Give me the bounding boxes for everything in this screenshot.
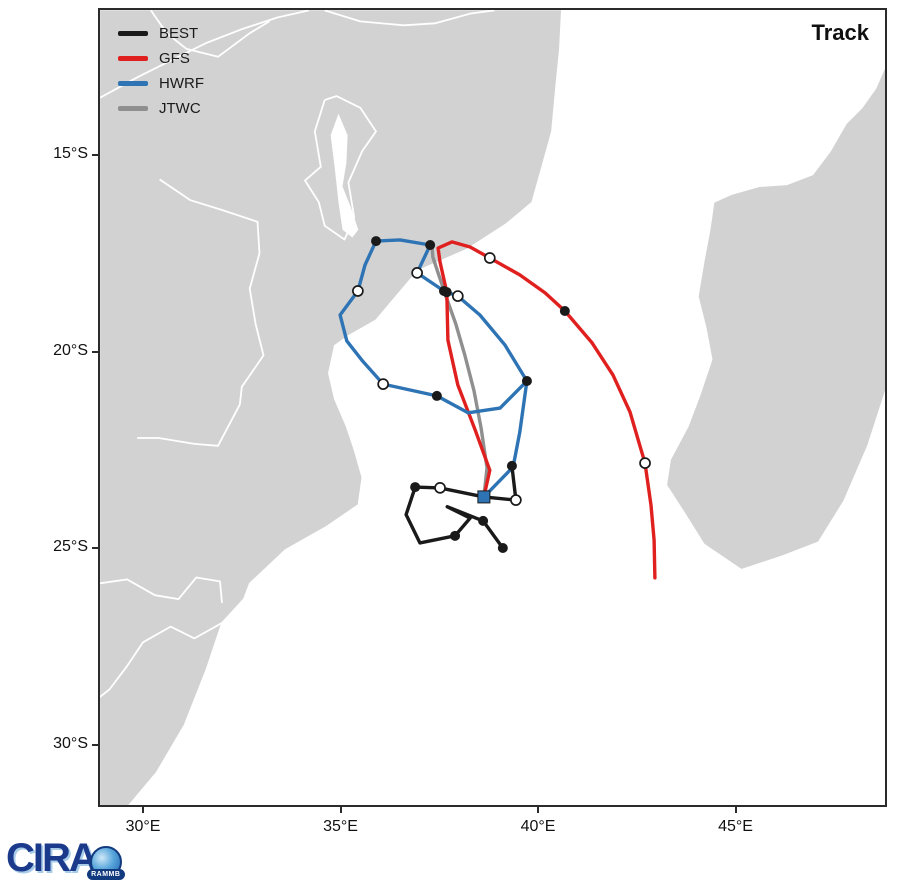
x-tick-mark [734, 807, 737, 813]
border-zimbabwe-mozambique [137, 178, 265, 447]
legend-swatch-jtwc [118, 106, 148, 111]
x-tick-label: 30°E [125, 818, 161, 835]
border-limpopo [100, 576, 223, 604]
x-tick-label: 40°E [520, 818, 556, 835]
cira-logo: CIRA RAMMB [6, 836, 125, 880]
y-tick-label: 15°S [53, 145, 88, 162]
marker-filled-best [478, 515, 489, 526]
legend-item-best: BEST [118, 24, 204, 43]
x-tick-mark [142, 807, 144, 813]
track-map [100, 10, 885, 805]
marker-filled-hwrf [425, 239, 436, 250]
marker-open-hwrf [352, 285, 364, 297]
cira-logo-text: CIRA [6, 836, 98, 880]
border-south-africa [100, 619, 227, 699]
marker-open-best [510, 494, 522, 506]
marker-open-gfs [483, 252, 496, 264]
legend-item-hwrf: HWRF [118, 74, 204, 93]
marker-open-gfs [639, 457, 651, 469]
y-tick-label: 20°S [53, 341, 88, 359]
map-plot-area: BEST GFS HWRF JTWC Track [100, 10, 885, 805]
legend: BEST GFS HWRF JTWC [118, 24, 204, 118]
y-tick-mark [92, 743, 98, 746]
border-north [150, 10, 270, 58]
border-north-west [100, 10, 310, 99]
init-position-square [477, 490, 491, 504]
legend-swatch-hwrf [118, 81, 148, 86]
marker-filled-best [506, 460, 517, 471]
legend-label: BEST [159, 25, 199, 42]
marker-open-best [434, 482, 446, 494]
marker-open-hwrf [411, 267, 423, 279]
y-tick-mark [92, 547, 98, 549]
marker-filled-hwrf [371, 236, 382, 247]
x-tick-label: 45°E [718, 818, 753, 835]
rammb-badge: RAMMB [86, 869, 125, 880]
x-tick-mark [537, 807, 539, 813]
marker-open-hwrf [377, 378, 390, 390]
y-tick-mark [92, 350, 98, 353]
border-ruvuma [324, 10, 495, 27]
legend-item-jtwc: JTWC [118, 99, 204, 118]
cira-logo-emblem: RAMMB [86, 846, 125, 880]
x-tick-mark [339, 807, 342, 813]
marker-filled-hwrf [521, 375, 532, 386]
legend-item-gfs: GFS [118, 49, 204, 68]
marker-filled-best [410, 482, 421, 493]
border-malawi-outline [304, 95, 377, 241]
track-jtwc [430, 246, 489, 499]
marker-filled-hwrf [438, 285, 449, 296]
y-tick-mark [92, 154, 98, 156]
marker-filled-gfs [559, 306, 570, 317]
y-tick-label: 30°S [53, 734, 88, 752]
y-tick-label: 25°S [53, 538, 88, 555]
legend-swatch-best [118, 31, 148, 36]
lake-malawi [330, 113, 359, 238]
x-tick-label: 35°E [323, 818, 358, 835]
legend-swatch-gfs [118, 56, 148, 61]
madagascar [665, 65, 885, 571]
marker-open-hwrf [451, 290, 464, 302]
legend-label: GFS [159, 50, 190, 67]
marker-filled-best [450, 530, 461, 541]
chart-title: Track [811, 20, 870, 45]
marker-filled-hwrf [431, 390, 442, 401]
marker-filled-best [497, 543, 508, 553]
legend-label: JTWC [159, 100, 201, 117]
legend-label: HWRF [159, 75, 204, 92]
